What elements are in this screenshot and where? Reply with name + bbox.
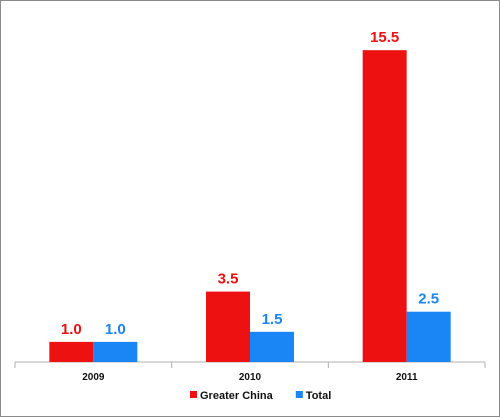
bar-greater-china-2011 [362,50,407,362]
bar-greater-china-2009 [49,341,94,362]
data-label-total-2010: 1.5 [262,311,283,328]
data-label-total-2009: 1.0 [105,321,126,338]
x-tick-label-2011: 2011 [396,372,418,383]
data-label-greater-china-2009: 1.0 [61,321,82,338]
legend-label-total: Total [306,390,331,402]
x-tick-label-2010: 2010 [239,372,262,383]
legend-label-greater-china: Greater China [200,390,274,402]
data-label-total-2011: 2.5 [418,291,439,308]
bar-total-2009 [93,341,138,362]
data-label-greater-china-2011: 15.5 [370,29,399,46]
bar-total-2010 [250,331,294,362]
bar-greater-china-2010 [206,291,250,362]
legend-swatch-greater-china [190,391,197,398]
x-tick-label-2009: 2009 [82,372,105,383]
bar-total-2011 [406,311,451,362]
legend-swatch-total [295,391,303,398]
data-label-greater-china-2010: 3.5 [218,271,239,288]
